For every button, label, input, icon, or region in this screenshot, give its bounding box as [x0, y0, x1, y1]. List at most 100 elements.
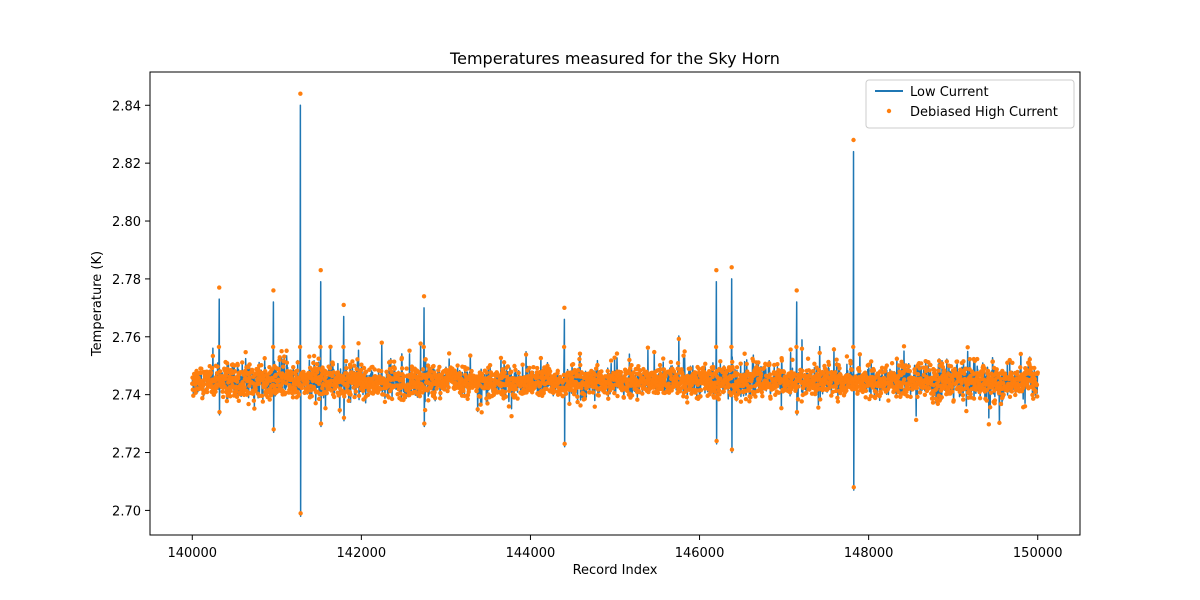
scatter-point: [191, 393, 196, 398]
scatter-point: [570, 362, 576, 367]
scatter-point: [331, 394, 337, 400]
scatter-point: [738, 399, 744, 404]
scatter-point: [998, 401, 1004, 407]
scatter-point: [284, 360, 290, 365]
scatter-point: [689, 391, 694, 396]
scatter-point: [703, 361, 708, 367]
scatter-point: [718, 376, 723, 381]
scatter-point: [205, 369, 210, 375]
scatter-point: [844, 388, 849, 393]
scatter-point: [273, 372, 278, 378]
scatter-point: [388, 359, 393, 364]
scatter-point: [307, 354, 312, 359]
scatter-point: [685, 400, 690, 405]
scatter-point: [586, 384, 591, 389]
scatter-point: [407, 348, 412, 353]
scatter-point: [828, 380, 833, 385]
scatter-point: [748, 395, 753, 400]
scatter-point: [560, 394, 565, 399]
scatter-point: [200, 395, 205, 401]
scatter-point: [384, 369, 389, 375]
scatter-point: [781, 369, 787, 375]
scatter-point: [964, 385, 970, 391]
scatter-point: [646, 389, 651, 395]
scatter-point: [681, 394, 686, 399]
scatter-point: [684, 394, 689, 400]
scatter-point: [316, 396, 322, 402]
scatter-point: [453, 380, 458, 386]
scatter-point: [462, 393, 467, 399]
scatter-point: [928, 362, 933, 368]
scatter-point: [477, 394, 483, 399]
scatter-point: [663, 373, 668, 379]
scatter-point: [296, 392, 302, 397]
scatter-point: [934, 372, 939, 378]
scatter-point: [818, 397, 823, 402]
scatter-point: [744, 361, 749, 367]
scatter-point: [954, 359, 960, 364]
scatter-point: [710, 364, 716, 370]
scatter-point: [318, 268, 323, 273]
scatter-point: [344, 365, 349, 371]
scatter-point: [1033, 388, 1038, 394]
scatter-point: [236, 398, 241, 404]
scatter-point: [538, 355, 544, 361]
scatter-point: [218, 369, 223, 374]
scatter-point: [208, 370, 214, 376]
scatter-point: [647, 376, 652, 382]
x-tick-label: 148000: [844, 546, 894, 561]
scatter-point: [795, 397, 801, 402]
scatter-point: [638, 372, 643, 378]
scatter-point: [603, 385, 608, 390]
scatter-point: [732, 387, 738, 392]
scatter-point: [469, 368, 474, 374]
scatter-point: [776, 390, 781, 395]
scatter-point: [498, 355, 504, 361]
scatter-point: [701, 365, 706, 370]
scatter-point: [721, 389, 726, 394]
scatter-point: [402, 393, 408, 399]
scatter-point: [964, 408, 969, 414]
legend-label-low-current: Low Current: [910, 85, 989, 100]
scatter-point: [465, 396, 470, 402]
scatter-point: [668, 359, 674, 365]
scatter-point: [204, 389, 210, 395]
scatter-point: [289, 370, 295, 375]
scatter-point: [562, 305, 567, 311]
scatter-point: [438, 390, 443, 396]
scatter-point: [800, 368, 805, 374]
scatter-point: [213, 389, 218, 394]
scatter-point: [924, 374, 929, 380]
scatter-point: [917, 390, 923, 395]
scatter-point: [504, 374, 510, 380]
scatter-point: [957, 374, 963, 379]
scatter-point: [816, 405, 821, 410]
scatter-point: [967, 357, 973, 362]
scatter-point: [936, 368, 941, 373]
scatter-point: [363, 369, 369, 374]
scatter-point: [915, 372, 921, 377]
scatter-point: [716, 397, 721, 402]
scatter-point: [717, 392, 722, 397]
scatter-point: [277, 355, 282, 360]
scatter-point: [506, 404, 512, 409]
scatter-point: [563, 391, 569, 396]
scatter-point: [531, 365, 536, 370]
scatter-point: [250, 369, 255, 375]
scatter-point: [792, 371, 797, 376]
scatter-point: [878, 391, 884, 396]
chart-title: Temperatures measured for the Sky Horn: [449, 49, 780, 68]
scatter-point: [446, 385, 451, 390]
scatter-point: [355, 357, 360, 362]
scatter-point: [217, 285, 222, 290]
legend[interactable]: Low Current Debiased High Current: [865, 79, 1075, 129]
scatter-point: [329, 388, 334, 393]
scatter-point: [948, 364, 954, 369]
scatter-point: [1018, 365, 1023, 370]
scatter-point: [284, 348, 289, 353]
scatter-point: [432, 390, 437, 395]
scatter-point: [232, 369, 238, 374]
scatter-point: [547, 369, 553, 374]
scatter-point: [335, 370, 341, 375]
scatter-point: [352, 363, 357, 368]
